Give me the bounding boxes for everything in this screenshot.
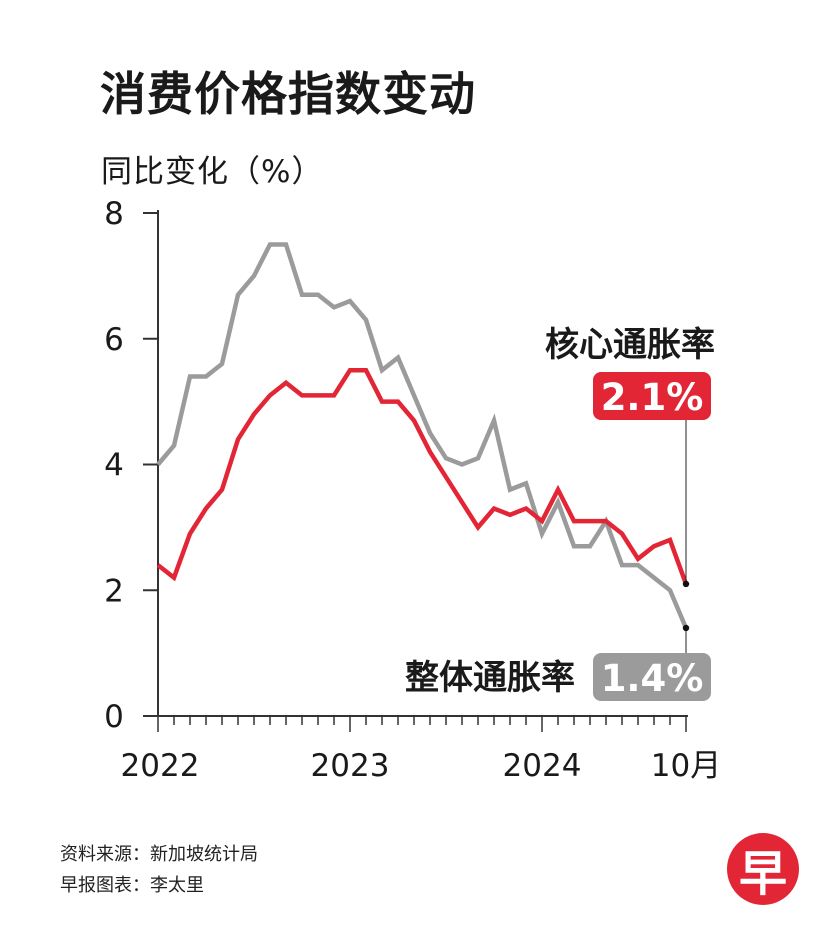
graphic-credit: 早报图表：李太里 xyxy=(60,875,204,896)
value-label-headline: 1.4% xyxy=(601,657,704,700)
source-credit: 资料来源：新加坡统计局 xyxy=(60,844,258,865)
value-badge-core xyxy=(593,372,711,420)
headline-end-dot xyxy=(682,624,690,632)
y-tick-label: 8 xyxy=(104,196,124,232)
series-name-core: 核心通胀率 xyxy=(545,325,715,365)
y-tick-label: 6 xyxy=(104,322,124,358)
series-name-headline: 整体通胀率 xyxy=(405,658,575,698)
x-tick-label: 2024 xyxy=(503,748,582,784)
value-label-core: 2.1% xyxy=(601,376,704,419)
y-tick-label: 0 xyxy=(104,699,124,735)
series-line-core xyxy=(156,367,689,585)
chart-title: 消费价格指数变动 xyxy=(100,67,476,121)
y-axis-label: 同比变化（%） xyxy=(101,154,324,190)
x-tick-label: 2022 xyxy=(121,748,200,784)
value-badge-headline xyxy=(593,653,711,701)
y-tick-label: 2 xyxy=(104,573,124,609)
x-tick-label: 10月 xyxy=(651,748,721,784)
series-line-headline xyxy=(156,242,689,629)
core-end-dot xyxy=(682,580,690,588)
x-tick-label: 2023 xyxy=(311,748,390,784)
y-tick-label: 4 xyxy=(104,448,124,484)
zaobao-logo: 早 xyxy=(727,833,799,905)
